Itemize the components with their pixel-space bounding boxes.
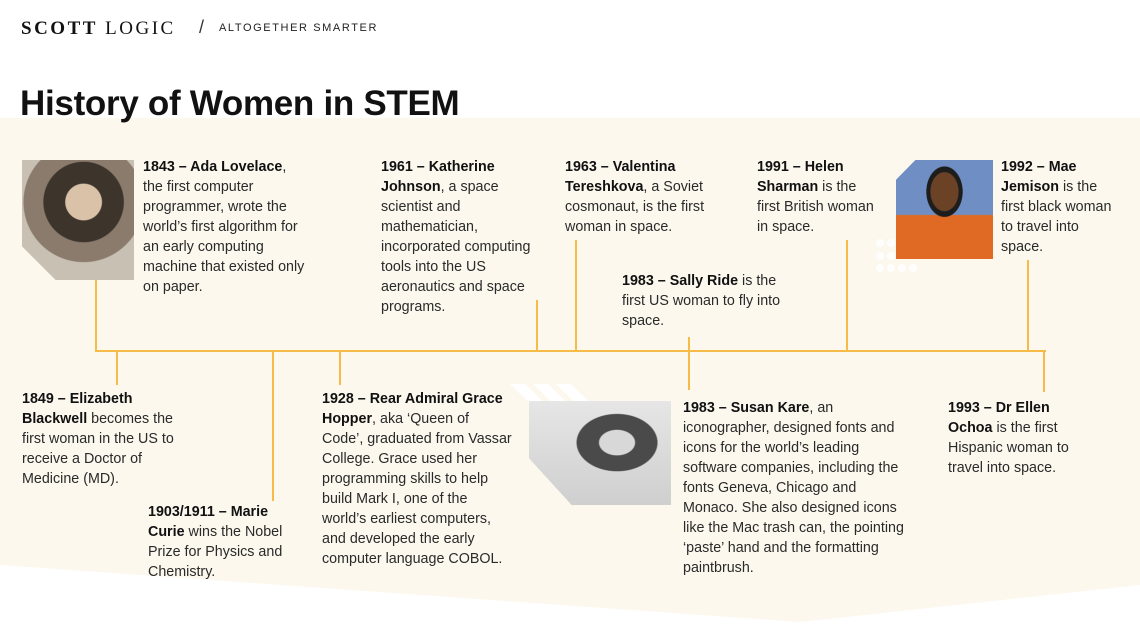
- entry-susan-kare: 1983 – Susan Kare, an iconographer, desi…: [683, 398, 905, 578]
- entry-heading: 1983 – Susan Kare: [683, 400, 810, 416]
- entry-grace-hopper: 1928 – Rear Admiral Grace Hopper, aka ‘Q…: [322, 389, 514, 569]
- entry-text: wins the Nobel Prize for Physics and Che…: [148, 524, 283, 580]
- logo-light: LOGIC: [105, 18, 176, 39]
- entry-elizabeth-blackwell: 1849 – Elizabeth Blackwell becomes the f…: [22, 389, 184, 489]
- entry-text: , an iconographer, designed fonts and ic…: [683, 400, 904, 576]
- timeline-axis: [95, 350, 1046, 352]
- page-title: History of Women in STEM: [20, 84, 460, 123]
- entry-text: , a space scientist and mathematician, i…: [381, 179, 531, 315]
- connector: [1043, 351, 1045, 392]
- mae-jemison-portrait: [896, 160, 993, 259]
- entry-heading: 1928 – Rear Admiral Grace Hopper: [322, 391, 503, 427]
- entry-sally-ride: 1983 – Sally Ride is the first US woman …: [622, 271, 782, 331]
- connector: [846, 240, 848, 351]
- entry-text: is the first Hispanic woman to travel in…: [948, 420, 1069, 476]
- tagline: ALTOGETHER SMARTER: [219, 22, 378, 34]
- entry-katherine-johnson: 1961 – Katherine Johnson, a space scient…: [381, 157, 553, 317]
- entry-heading: 1992 – Mae Jemison: [1001, 159, 1077, 195]
- entry-heading: 1983 – Sally Ride: [622, 273, 739, 289]
- connector: [1027, 260, 1029, 351]
- entry-heading: 1903/1911 – Marie Curie: [148, 504, 269, 540]
- entry-marie-curie: 1903/1911 – Marie Curie wins the Nobel P…: [148, 502, 298, 582]
- connector: [536, 300, 538, 351]
- entry-mae-jemison: 1992 – Mae Jemison is the first black wo…: [1001, 157, 1119, 257]
- ada-lovelace-portrait: [22, 160, 134, 280]
- entry-ellen-ochoa: 1993 – Dr Ellen Ochoa is the first Hispa…: [948, 398, 1088, 478]
- entry-heading: 1963 – Valentina Tereshkova: [565, 159, 676, 195]
- connector: [688, 337, 690, 390]
- scott-logic-logo[interactable]: SCOTT LOGIC: [21, 18, 176, 40]
- entry-helen-sharman: 1991 – Helen Sharman is the first Britis…: [757, 157, 879, 237]
- entry-heading: 1961 – Katherine Johnson: [381, 159, 495, 195]
- entry-heading: 1843 – Ada Lovelace: [143, 159, 283, 175]
- entry-valentina-tereshkova: 1963 – Valentina Tereshkova, a Soviet co…: [565, 157, 725, 237]
- connector: [575, 240, 577, 351]
- connector: [116, 351, 118, 385]
- connector: [272, 351, 274, 501]
- logo-bold: SCOTT: [21, 18, 98, 39]
- entry-ada-lovelace: 1843 – Ada Lovelace, the first computer …: [143, 157, 308, 297]
- entry-text: , the first computer programmer, wrote t…: [143, 159, 305, 295]
- separator: /: [199, 17, 205, 37]
- entry-heading: 1849 – Elizabeth Blackwell: [22, 391, 133, 427]
- entry-heading: 1991 – Helen Sharman: [757, 159, 844, 195]
- connector: [95, 280, 97, 351]
- entry-text: , a Soviet cosmonaut, is the first woman…: [565, 179, 705, 235]
- entry-heading: 1993 – Dr Ellen Ochoa: [948, 400, 1050, 436]
- connector: [339, 351, 341, 385]
- entry-text: , aka ‘Queen of Code’, graduated from Va…: [322, 411, 512, 567]
- entry-text: becomes the first woman in the US to rec…: [22, 411, 174, 487]
- entry-text: is the first US woman to fly into space.: [622, 273, 781, 329]
- entry-text: is the first British woman in space.: [757, 179, 874, 235]
- entry-text: is the first black woman to travel into …: [1001, 179, 1112, 255]
